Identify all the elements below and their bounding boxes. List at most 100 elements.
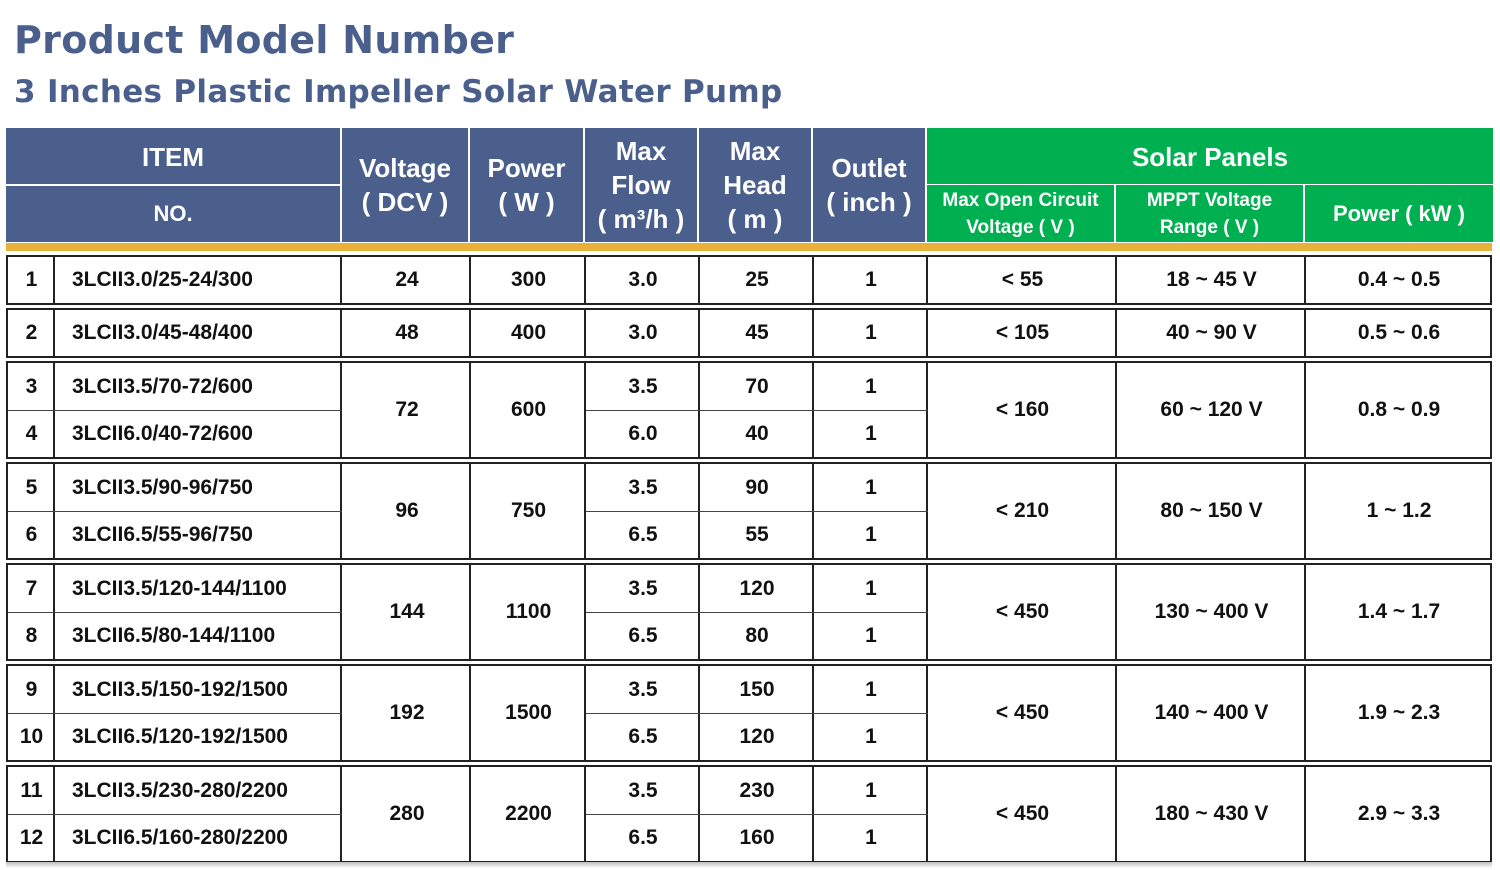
header-power: Power ( W ) <box>470 128 585 242</box>
mppt-range-value: 80 ~ 150 V <box>1160 499 1263 522</box>
row-number: 10 <box>19 724 44 748</box>
column-divider <box>1115 565 1117 659</box>
header-max-flow-label-2: Flow <box>611 170 671 200</box>
model-number: 3LCII3.5/70-72/600 <box>72 374 253 398</box>
header-item: ITEM <box>6 128 342 185</box>
column-divider <box>1115 767 1117 861</box>
panel-power-value: 0.4 ~ 0.5 <box>1357 268 1441 291</box>
column-divider <box>584 363 586 457</box>
voltage-value: 48 <box>395 321 419 344</box>
row-divider <box>586 410 928 411</box>
header-solar-panels: Solar Panels <box>927 128 1493 185</box>
header-max-head-label-2: Head <box>723 170 787 200</box>
voltage-value: 72 <box>395 398 419 421</box>
row-divider <box>8 814 342 815</box>
max-flow-value: 3.5 <box>628 778 658 802</box>
voltage-value: 24 <box>395 268 419 291</box>
header-voltage-unit: ( DCV ) <box>361 187 449 217</box>
row-number: 2 <box>25 321 38 344</box>
max-head-value: 120 <box>739 576 775 600</box>
max-head-value: 25 <box>745 268 769 291</box>
column-divider <box>1304 310 1306 356</box>
panel-power-value: 0.8 ~ 0.9 <box>1357 398 1441 421</box>
row-number: 7 <box>25 576 38 600</box>
column-divider <box>926 310 928 356</box>
row-number: 6 <box>25 522 38 546</box>
max-head-value: 45 <box>745 321 769 344</box>
column-divider <box>584 464 586 558</box>
column-divider <box>469 257 471 303</box>
panel-power-value: 1.9 ~ 2.3 <box>1357 701 1441 724</box>
column-divider <box>1304 666 1306 760</box>
max-flow-value: 6.5 <box>628 825 658 849</box>
open-circuit-voltage-value: < 450 <box>995 600 1050 623</box>
column-divider <box>1115 666 1117 760</box>
open-circuit-voltage-value: < 210 <box>995 499 1050 522</box>
voltage-value: 96 <box>395 499 419 522</box>
table-shadow <box>6 862 1492 868</box>
panel-power-value: 1 ~ 1.2 <box>1366 499 1432 522</box>
open-circuit-voltage-value: < 450 <box>995 802 1050 825</box>
model-number: 3LCII3.5/150-192/1500 <box>72 677 288 701</box>
row-divider <box>586 814 928 815</box>
model-group: 3 3LCII3.5/70-72/600 3.5 70 1 4 3LCII6.0/40-72… <box>6 361 1492 459</box>
model-number: 3LCII3.0/25-24/300 <box>72 268 253 291</box>
column-divider <box>469 310 471 356</box>
row-divider <box>586 511 928 512</box>
model-group: 1 3LCII3.0/25-24/300 3.0 25 1 24 300 < 55 18 ~ 4… <box>6 255 1492 305</box>
power-value: 750 <box>510 499 547 522</box>
column-divider <box>584 767 586 861</box>
max-flow-value: 3.5 <box>628 475 658 499</box>
outlet-value: 1 <box>865 825 877 849</box>
voltage-value: 280 <box>389 802 425 825</box>
row-divider <box>8 511 342 512</box>
mppt-range-value: 18 ~ 45 V <box>1166 268 1257 291</box>
header-max-flow-label-1: Max <box>615 136 667 166</box>
model-number: 3LCII6.0/40-72/600 <box>72 421 253 445</box>
outlet-value: 1 <box>865 421 877 445</box>
row-number: 4 <box>25 421 38 445</box>
max-head-value: 160 <box>739 825 775 849</box>
row-divider <box>586 612 928 613</box>
panel-power-value: 1.4 ~ 1.7 <box>1357 600 1441 623</box>
open-circuit-voltage-value: < 450 <box>995 701 1050 724</box>
column-divider <box>340 310 342 356</box>
model-number: 3LCII3.5/120-144/1100 <box>72 576 287 600</box>
max-flow-value: 3.5 <box>628 374 658 398</box>
outlet-value: 1 <box>865 475 877 499</box>
model-number: 3LCII6.5/160-280/2200 <box>72 825 288 849</box>
outlet-value: 1 <box>865 576 877 600</box>
mppt-range-value: 180 ~ 430 V <box>1154 802 1269 825</box>
model-number: 3LCII3.5/230-280/2200 <box>72 778 288 802</box>
outlet-value: 1 <box>865 778 877 802</box>
header-max-flow: Max Flow ( m³/h ) <box>585 128 699 242</box>
voltage-value: 192 <box>389 701 425 724</box>
max-head-value: 90 <box>745 475 769 499</box>
max-flow-value: 3.5 <box>628 677 658 701</box>
row-number: 3 <box>25 374 38 398</box>
max-head-value: 40 <box>745 421 769 445</box>
page-title: Product Model Number <box>14 18 515 62</box>
model-number: 3LCII6.5/55-96/750 <box>72 522 253 546</box>
header-accent-bar <box>6 243 1492 251</box>
column-divider <box>469 363 471 457</box>
header-voc-label-2: Voltage ( V ) <box>966 216 1075 238</box>
model-number: 3LCII3.0/45-48/400 <box>72 321 253 344</box>
header-power-unit: ( W ) <box>498 187 555 217</box>
header-no: NO. <box>6 185 342 242</box>
row-number: 12 <box>19 825 44 849</box>
column-divider <box>53 257 55 303</box>
model-group: 9 3LCII3.5/150-192/1500 3.5 150 1 10 3LCII6.5/… <box>6 664 1492 762</box>
row-divider <box>8 410 342 411</box>
power-value: 1500 <box>505 701 552 724</box>
max-flow-value: 6.5 <box>628 522 658 546</box>
max-head-value: 80 <box>745 623 769 647</box>
header-voltage: Voltage ( DCV ) <box>342 128 470 242</box>
row-number: 11 <box>20 778 43 802</box>
column-divider <box>584 257 586 303</box>
header-panel-power-kw: Power ( kW ) <box>1305 185 1493 242</box>
mppt-range-value: 40 ~ 90 V <box>1166 321 1257 344</box>
header-mppt-label-2: Range ( V ) <box>1159 216 1260 238</box>
column-divider <box>812 310 814 356</box>
max-flow-value: 6.5 <box>628 623 658 647</box>
